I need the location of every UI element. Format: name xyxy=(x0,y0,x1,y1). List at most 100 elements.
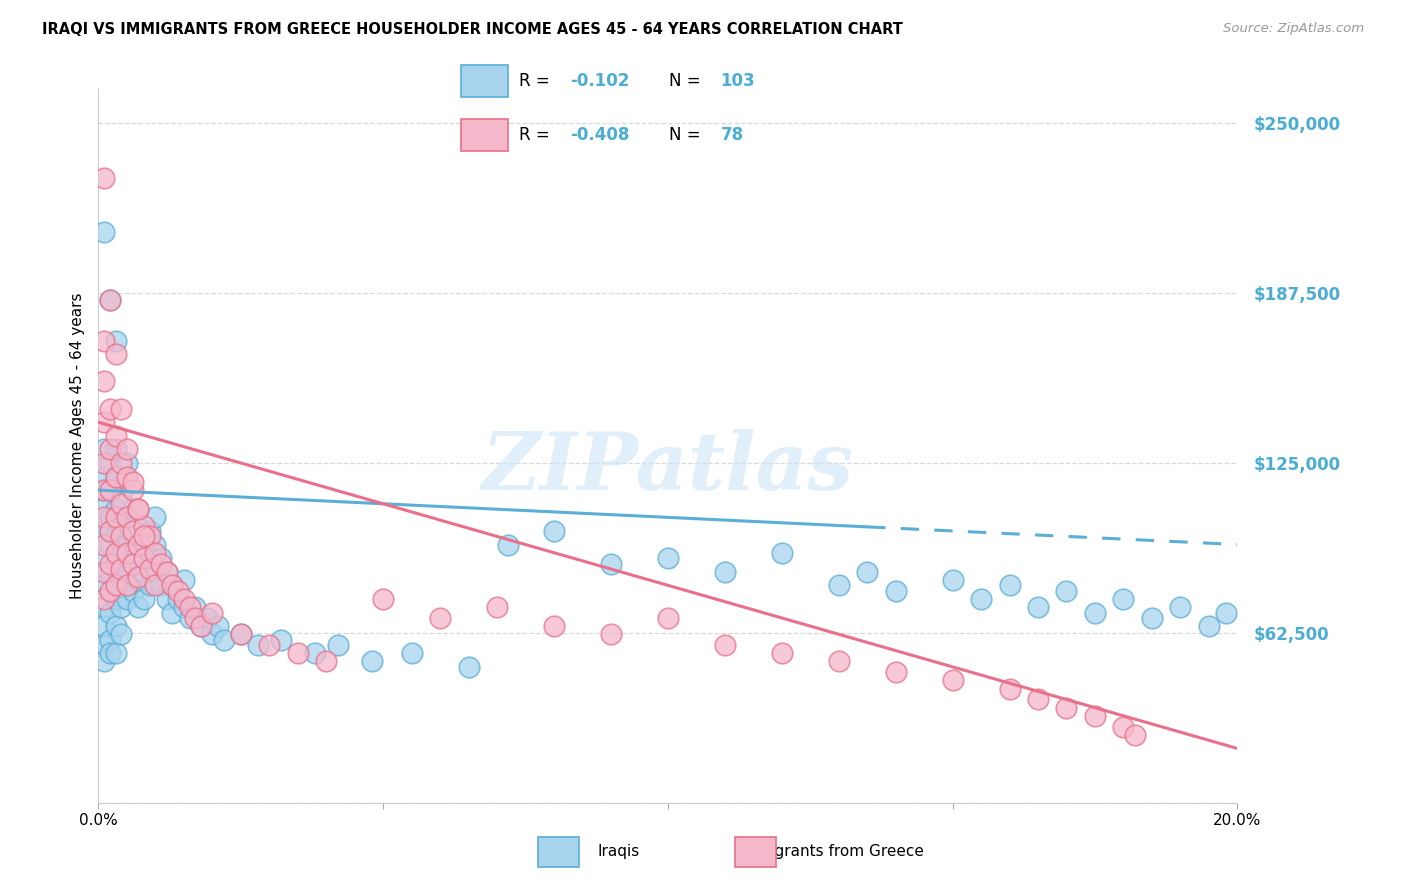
Point xyxy=(93,502,115,516)
Point xyxy=(93,334,115,348)
Point xyxy=(93,469,115,483)
Point xyxy=(115,442,138,457)
Point xyxy=(884,665,907,680)
Point xyxy=(457,660,479,674)
Point xyxy=(212,632,235,647)
Point xyxy=(98,456,121,470)
Point xyxy=(115,578,138,592)
Point xyxy=(714,565,737,579)
Point xyxy=(138,551,160,566)
Point xyxy=(270,632,292,647)
Point xyxy=(138,524,160,538)
Point xyxy=(93,510,115,524)
Point xyxy=(93,375,115,389)
Point xyxy=(98,565,121,579)
Point xyxy=(104,646,127,660)
Point xyxy=(1112,720,1135,734)
Point xyxy=(127,502,149,516)
Point xyxy=(104,557,127,571)
Point xyxy=(104,469,127,483)
Point xyxy=(93,578,115,592)
Point xyxy=(150,557,173,571)
Point xyxy=(429,611,451,625)
Point xyxy=(138,529,160,543)
Point xyxy=(162,578,184,592)
Point xyxy=(121,557,143,571)
Point xyxy=(179,611,201,625)
Point xyxy=(600,627,623,641)
Point xyxy=(162,606,184,620)
Point xyxy=(1198,619,1220,633)
Point xyxy=(132,565,155,579)
Point xyxy=(1084,708,1107,723)
FancyBboxPatch shape xyxy=(461,119,509,151)
Point xyxy=(104,619,127,633)
Point xyxy=(121,524,143,538)
Point xyxy=(115,546,138,560)
Point xyxy=(132,537,155,551)
Point xyxy=(657,611,679,625)
Point xyxy=(145,565,167,579)
Text: 103: 103 xyxy=(720,72,755,90)
Point xyxy=(93,483,115,498)
Point xyxy=(98,524,121,538)
Point xyxy=(104,578,127,592)
Point xyxy=(184,611,207,625)
Point xyxy=(98,537,121,551)
Point xyxy=(145,546,167,560)
Point xyxy=(110,546,132,560)
Point xyxy=(93,655,115,669)
Point xyxy=(828,578,851,592)
Point xyxy=(127,570,149,584)
Point xyxy=(93,483,115,498)
Point xyxy=(714,638,737,652)
Point xyxy=(657,551,679,566)
Point xyxy=(998,681,1021,696)
Point xyxy=(115,565,138,579)
Text: Iraqis: Iraqis xyxy=(598,845,640,859)
Text: R =: R = xyxy=(519,72,555,90)
Point xyxy=(132,529,155,543)
Point xyxy=(498,537,520,551)
Point xyxy=(287,646,309,660)
Point xyxy=(184,600,207,615)
Point xyxy=(98,557,121,571)
Point xyxy=(110,529,132,543)
Point xyxy=(98,632,121,647)
Point xyxy=(98,646,121,660)
Point xyxy=(98,293,121,307)
Point xyxy=(93,225,115,239)
Point xyxy=(304,646,326,660)
Point xyxy=(190,619,212,633)
Y-axis label: Householder Income Ages 45 - 64 years: Householder Income Ages 45 - 64 years xyxy=(69,293,84,599)
Point xyxy=(207,619,229,633)
Point xyxy=(110,491,132,506)
Point xyxy=(93,619,115,633)
Point xyxy=(246,638,269,652)
Point xyxy=(93,442,115,457)
Point xyxy=(1112,591,1135,606)
Point xyxy=(770,646,793,660)
Point xyxy=(259,638,281,652)
Point xyxy=(93,638,115,652)
Text: N =: N = xyxy=(669,126,706,144)
Point xyxy=(828,655,851,669)
Point xyxy=(132,591,155,606)
Point xyxy=(315,655,337,669)
Point xyxy=(115,537,138,551)
Point xyxy=(201,606,224,620)
Point xyxy=(145,510,167,524)
Point xyxy=(110,401,132,416)
Point xyxy=(190,619,212,633)
Point xyxy=(93,565,115,579)
Point xyxy=(104,429,127,443)
Point xyxy=(98,606,121,620)
Point xyxy=(98,483,121,498)
Point xyxy=(1170,600,1192,615)
Point xyxy=(104,510,127,524)
Point xyxy=(132,518,155,533)
Point xyxy=(156,565,179,579)
Point xyxy=(121,583,143,598)
Point xyxy=(360,655,382,669)
Point xyxy=(104,334,127,348)
